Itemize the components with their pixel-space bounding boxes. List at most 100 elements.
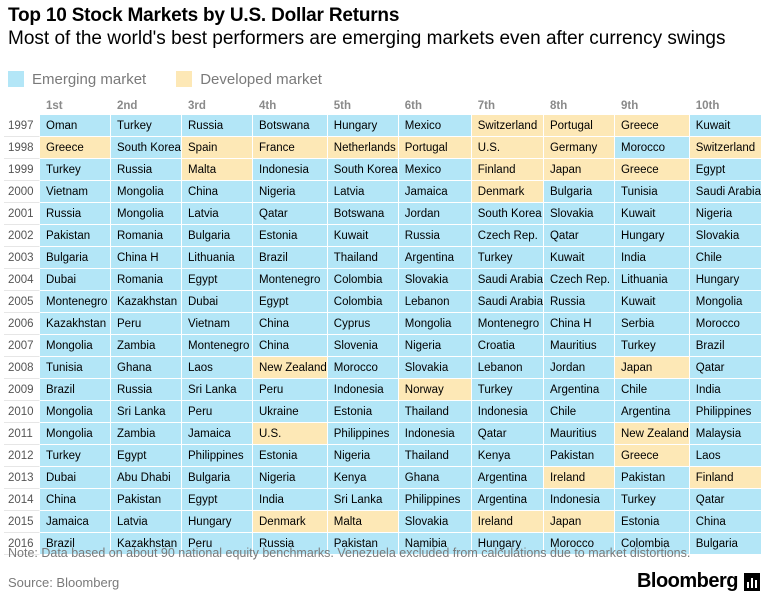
market-cell: Malaysia [689, 423, 762, 445]
market-cell: Bulgaria [40, 247, 111, 269]
market-cell: Switzerland [689, 137, 762, 159]
ranking-table: 1st 2nd 3rd 4th 5th 6th 7th 8th 9th 10th 1997 Oman… [4, 96, 762, 555]
market-cell: Netherlands [327, 137, 399, 159]
market-cell: Saudi Arabia [689, 181, 762, 203]
market-cell: Argentina [614, 401, 690, 423]
market-cell: Peru [253, 379, 328, 401]
market-cell: Tunisia [614, 181, 690, 203]
year-row-1997: 1997 Oman Turkey Russia Botswana Hungary Mexic… [4, 115, 762, 137]
rank-header-10: 10th [695, 99, 720, 112]
market-cell: Greece [614, 445, 690, 467]
year-row-2012: 2012 Turkey Egypt Philippines Estonia Nigeria… [4, 445, 762, 467]
emerging-swatch [8, 71, 24, 87]
year-label: 2004 [4, 269, 40, 291]
market-cell: Sri Lanka [111, 401, 182, 423]
market-cell: Turkey [111, 115, 182, 137]
year-label: 1999 [4, 159, 40, 181]
market-cell: Qatar [689, 357, 762, 379]
market-cell: South Korea [327, 159, 399, 181]
year-row-2004: 2004 Dubai Romania Egypt Montenegro Colombia S… [4, 269, 762, 291]
market-cell: Vietnam [182, 313, 253, 335]
market-cell: New Zealand [253, 357, 328, 379]
market-cell: Kazakhstan [40, 313, 111, 335]
market-cell: Jamaica [182, 423, 253, 445]
year-label: 2016 [4, 533, 40, 555]
market-cell: Montenegro [40, 291, 111, 313]
market-cell: Chile [543, 401, 615, 423]
market-cell: Germany [543, 137, 615, 159]
market-cell: Denmark [471, 181, 544, 203]
year-row-2011: 2011 Mongolia Zambia Jamaica U.S. Philippines… [4, 423, 762, 445]
source-line: Source: Bloomberg [8, 575, 120, 590]
market-cell: Bulgaria [543, 181, 615, 203]
market-cell: Finland [471, 159, 544, 181]
market-cell: Kuwait [543, 247, 615, 269]
market-cell: Hungary [689, 269, 762, 291]
year-row-2015: 2015 Jamaica Latvia Hungary Denmark Malta Slov… [4, 511, 762, 533]
market-cell: Hungary [614, 225, 690, 247]
market-cell: Indonesia [253, 159, 328, 181]
market-cell: Morocco [327, 357, 399, 379]
market-cell: Morocco [614, 137, 690, 159]
market-cell: Mexico [398, 115, 472, 137]
market-cell: Bulgaria [689, 533, 762, 555]
market-cell: Dubai [40, 269, 111, 291]
market-cell: India [253, 489, 328, 511]
market-cell: Bulgaria [182, 225, 253, 247]
market-cell: Pakistan [40, 225, 111, 247]
market-cell: Mongolia [40, 401, 111, 423]
market-cell: Jordan [543, 357, 615, 379]
year-label: 2008 [4, 357, 40, 379]
market-cell: Qatar [543, 225, 615, 247]
market-cell: Thailand [398, 401, 472, 423]
market-cell: Thailand [398, 445, 472, 467]
market-cell: Ireland [471, 511, 544, 533]
market-cell: Slovakia [689, 225, 762, 247]
market-cell: Botswana [253, 115, 328, 137]
market-cell: Lebanon [398, 291, 472, 313]
market-cell: Mauritius [543, 335, 615, 357]
chart-title: Top 10 Stock Markets by U.S. Dollar Retu… [8, 5, 400, 26]
market-cell: Norway [398, 379, 472, 401]
legend-emerging-label: Emerging market [32, 70, 147, 88]
market-cell: Philippines [689, 401, 762, 423]
market-cell: Pakistan [614, 467, 690, 489]
market-cell: Japan [614, 357, 690, 379]
market-cell: Argentina [543, 379, 615, 401]
year-row-2008: 2008 Tunisia Ghana Laos New Zealand Morocco Sl… [4, 357, 762, 379]
market-cell: Kazakhstan [111, 291, 182, 313]
market-cell: Turkey [614, 335, 690, 357]
market-cell: China [253, 335, 328, 357]
year-row-2005: 2005 Montenegro Kazakhstan Dubai Egypt Colomb… [4, 291, 762, 313]
market-cell: Malta [327, 511, 399, 533]
market-cell: Japan [543, 159, 615, 181]
market-cell: Zambia [111, 335, 182, 357]
market-cell: Botswana [327, 203, 399, 225]
market-cell: Egypt [111, 445, 182, 467]
market-cell: Mexico [398, 159, 472, 181]
market-cell: Brazil [253, 247, 328, 269]
market-cell: Brazil [40, 379, 111, 401]
market-cell: Mongolia [398, 313, 472, 335]
market-cell: Russia [543, 291, 615, 313]
market-cell: China H [111, 247, 182, 269]
rank-header-3: 3rd [188, 99, 206, 112]
year-row-2002: 2002 Pakistan Romania Bulgaria Estonia Kuwait… [4, 225, 762, 247]
market-cell: Romania [111, 225, 182, 247]
market-cell: Montenegro [253, 269, 328, 291]
year-label: 2015 [4, 511, 40, 533]
market-cell: Mongolia [40, 423, 111, 445]
market-cell: Abu Dhabi [111, 467, 182, 489]
market-cell: Morocco [543, 533, 615, 555]
market-cell: Russia [111, 159, 182, 181]
year-label: 2005 [4, 291, 40, 313]
chart-subtitle: Most of the world's best performers are … [8, 28, 726, 49]
market-cell: Estonia [253, 225, 328, 247]
market-cell: Argentina [398, 247, 472, 269]
market-cell: Ireland [543, 467, 615, 489]
year-label: 2001 [4, 203, 40, 225]
market-cell: Turkey [471, 379, 544, 401]
year-label: 2012 [4, 445, 40, 467]
market-cell: Turkey [40, 159, 111, 181]
market-cell: Croatia [471, 335, 544, 357]
